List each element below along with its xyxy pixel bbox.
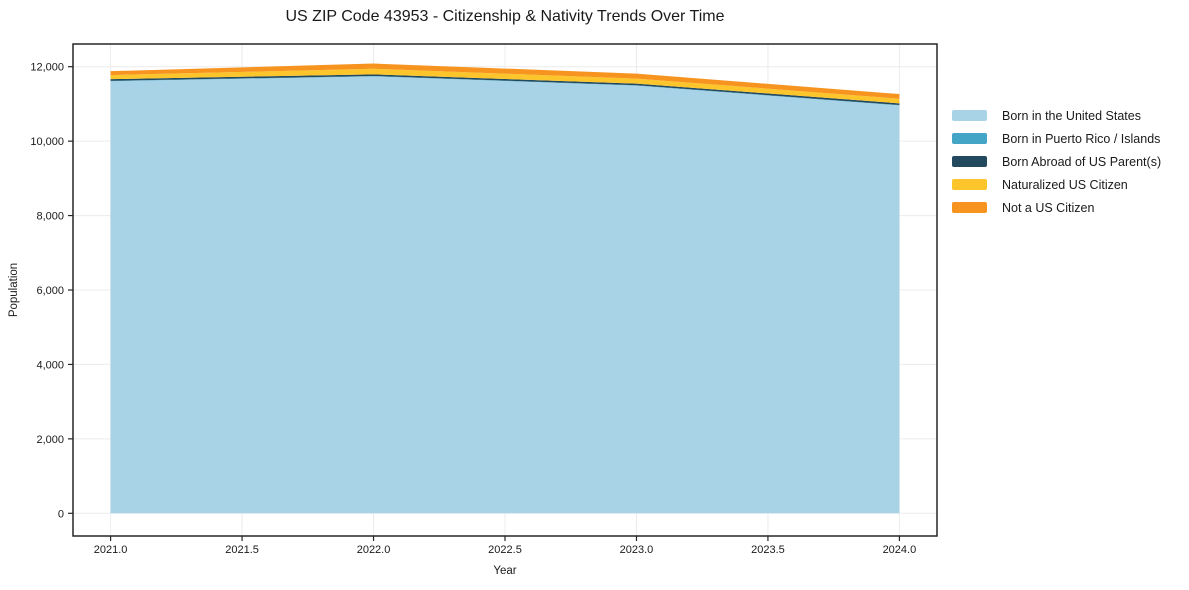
legend-item-not-citizen: Not a US Citizen (952, 196, 1161, 219)
legend-swatch-born-abroad-icon (952, 156, 987, 167)
tick-label-y-10000: 10,000 (30, 136, 64, 148)
legend-label: Born in the United States (1002, 108, 1141, 123)
area-born-in-the-united-states (110, 76, 900, 514)
legend-swatch-born-us-icon (952, 110, 987, 121)
legend-item-born-pr-islands: Born in Puerto Rico / Islands (952, 127, 1161, 150)
x-axis-label: Year (493, 565, 517, 577)
legend-swatch-born-pr-islands-icon (952, 133, 987, 144)
tick-label-y-0: 0 (58, 508, 64, 520)
legend-item-born-us: Born in the United States (952, 104, 1161, 127)
tick-label-x-2022.5: 2022.5 (488, 544, 522, 556)
tick-label-x-2022.0: 2022.0 (357, 544, 391, 556)
area-not-a-us-citizen (110, 63, 900, 99)
chart-title: US ZIP Code 43953 - Citizenship & Nativi… (285, 8, 725, 25)
tick-label-y-12000: 12,000 (30, 62, 64, 74)
legend-label: Born Abroad of US Parent(s) (1002, 154, 1162, 169)
area-naturalized-us-citizen (110, 68, 900, 104)
legend-item-naturalized: Naturalized US Citizen (952, 173, 1161, 196)
y-axis-label: Population (8, 262, 20, 318)
area-born-abroad-of-us-parent-s (110, 74, 900, 106)
tick-label-y-6000: 6,000 (36, 285, 64, 297)
legend-label: Born in Puerto Rico / Islands (1002, 131, 1161, 146)
tick-label-y-2000: 2,000 (36, 434, 64, 446)
tick-label-x-2023.0: 2023.0 (620, 544, 654, 556)
tick-label-y-8000: 8,000 (36, 211, 64, 223)
legend-item-born-abroad: Born Abroad of US Parent(s) (952, 150, 1161, 173)
legend-label: Not a US Citizen (1002, 200, 1095, 215)
tick-label-x-2024.0: 2024.0 (883, 544, 917, 556)
tick-label-x-2021.5: 2021.5 (225, 544, 259, 556)
tick-label-x-2021.0: 2021.0 (94, 544, 128, 556)
legend-swatch-naturalized-icon (952, 179, 987, 190)
tick-label-x-2023.5: 2023.5 (751, 544, 785, 556)
legend: Born in the United States Born in Puerto… (952, 104, 1161, 219)
legend-label: Naturalized US Citizen (1002, 177, 1128, 192)
legend-swatch-not-citizen-icon (952, 202, 987, 213)
tick-label-y-4000: 4,000 (36, 359, 64, 371)
